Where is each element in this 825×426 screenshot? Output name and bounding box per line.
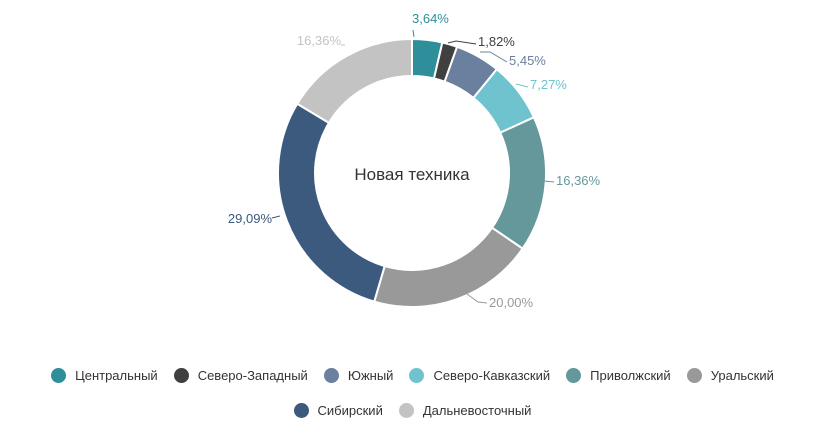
slice-приволжский[interactable]: [490, 116, 547, 251]
data-label-южный: 5,45%: [509, 53, 546, 68]
legend-swatch: [323, 368, 339, 383]
legend-label: Дальневосточный: [422, 403, 532, 418]
legend-row-2: Сибирский Дальневосточный: [0, 403, 825, 418]
slice-сибирский[interactable]: [277, 102, 386, 303]
leader-центральный: [412, 29, 415, 38]
legend-label: Уральский: [710, 368, 774, 383]
legend-label: Северо-Западный: [197, 368, 308, 383]
data-label-северо-западный: 1,82%: [478, 34, 515, 49]
data-label-центральный: 3,64%: [412, 11, 449, 26]
leader-северо-кавказский: [515, 83, 529, 88]
data-labels: 3,64% 1,82% 5,45% 7,27% 16,36% 20,00% 29,09% 16…: [228, 11, 601, 310]
legend-item-сибирский[interactable]: Сибирский: [293, 403, 383, 418]
legend-item-южный[interactable]: Южный: [323, 368, 394, 383]
label-leaders: [271, 29, 555, 304]
legend-label: Сибирский: [317, 403, 383, 418]
legend-swatch: [566, 368, 582, 383]
donut-chart: 3,64% 1,82% 5,45% 7,27% 16,36% 20,00% 29,09% 16…: [228, 11, 601, 310]
donut-slices: [277, 37, 547, 308]
legend-swatch: [293, 403, 309, 418]
data-label-приволжский: 16,36%: [556, 173, 601, 188]
chart-center-title: Новая техника: [354, 165, 470, 184]
legend-swatch: [51, 368, 67, 383]
data-label-сибирский: 29,09%: [228, 211, 273, 226]
legend-label: Северо-Кавказский: [433, 368, 551, 383]
legend-item-центральный[interactable]: Центральный: [51, 368, 158, 383]
data-label-северо-кавказский: 7,27%: [530, 77, 567, 92]
legend-swatch: [409, 368, 425, 383]
legend-label: Южный: [347, 368, 394, 383]
leader-уральский: [466, 293, 488, 304]
leader-южный: [480, 51, 508, 63]
data-label-дальневосточный: 16,36%: [297, 33, 342, 48]
legend-item-северо-кавказский[interactable]: Северо-Кавказский: [409, 368, 550, 383]
leader-приволжский: [543, 180, 555, 183]
legend-label: Приволжский: [590, 368, 671, 383]
slice-дальневосточный[interactable]: [295, 37, 413, 125]
legend-item-дальневосточный[interactable]: Дальневосточный: [398, 403, 532, 418]
leader-северо-западный: [447, 40, 477, 45]
leader-сибирский: [271, 215, 281, 219]
legend-item-уральский[interactable]: Уральский: [686, 368, 774, 383]
legend-swatch: [398, 403, 414, 418]
legend-item-северо-западный[interactable]: Северо-Западный: [173, 368, 308, 383]
legend-swatch: [686, 368, 702, 383]
legend-swatch: [173, 368, 189, 383]
data-label-уральский: 20,00%: [489, 295, 534, 310]
legend-item-приволжский[interactable]: Приволжский: [566, 368, 671, 383]
legend-row-1: Центральный Северо-Западный Южный Северо-Ка…: [0, 368, 825, 383]
legend-label: Центральный: [75, 368, 158, 383]
